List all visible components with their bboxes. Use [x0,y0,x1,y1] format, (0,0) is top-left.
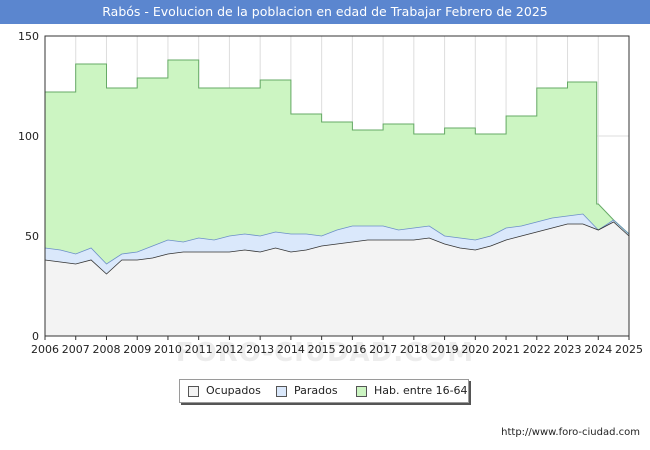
x-tick-label: 2007 [62,343,90,356]
x-tick-label: 2019 [431,343,459,356]
y-tick-label: 0 [32,330,39,343]
x-tick-label: 2011 [185,343,213,356]
x-tick-label: 2023 [554,343,582,356]
x-tick-label: 2024 [584,343,612,356]
legend-swatch-hab [356,386,367,397]
x-tick-label: 2010 [154,343,182,356]
y-tick-label: 50 [25,230,39,243]
x-tick-label: 2017 [369,343,397,356]
y-tick-label: 150 [18,30,39,43]
x-tick-label: 2016 [338,343,366,356]
line-hab-16-64 [45,59,630,235]
line-parados [44,213,630,265]
x-tick-label: 2018 [400,343,428,356]
watermark-text: FORO-CIUDAD.COM [175,338,475,368]
legend-label-ocupados: Ocupados [206,384,261,397]
x-tick-label: 2015 [308,343,336,356]
x-tick-label: 2020 [461,343,489,356]
area-ocupados [45,222,629,336]
y-tick-label: 100 [18,130,39,143]
title-bar [0,0,650,24]
legend-swatch-ocupados [188,386,199,397]
legend-label-hab: Hab. entre 16-64 [374,384,468,397]
x-tick-label: 2022 [523,343,551,356]
x-tick-label: 2014 [277,343,305,356]
x-tick-label: 2008 [92,343,120,356]
plot-frame [44,35,630,337]
x-tick-label: 2013 [246,343,274,356]
x-axis-ticks: 2006 2007 2008 2009 2010 2011 2012 2013 2014 2015… [31,336,643,356]
x-tick-label: 2012 [215,343,243,356]
footer-url: http://www.foro-ciudad.com [501,427,640,438]
x-tick-label: 2006 [31,343,59,356]
x-tick-label: 2025 [615,343,643,356]
line-ocupados [44,221,630,275]
legend-swatch-parados [276,386,287,397]
legend: Ocupados Parados Hab. entre 16-64 [179,379,469,403]
y-axis-ticks: 0 50 100 150 [18,30,39,343]
chart-title: Rabós - Evolucion de la poblacion en eda… [102,4,548,19]
x-tick-label: 2021 [492,343,520,356]
x-tick-label: 2009 [123,343,151,356]
legend-label-parados: Parados [294,384,338,397]
